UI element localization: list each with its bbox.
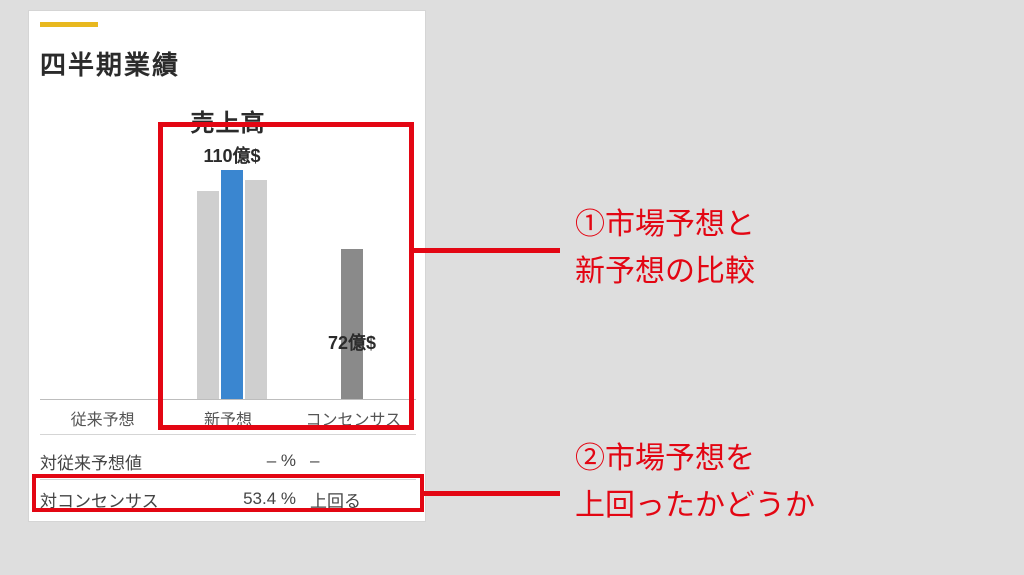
bar-value-label: 110億$ (162, 142, 302, 168)
category-label: 従来予想 (40, 400, 165, 434)
summary-value: 53.4 % (200, 489, 300, 509)
chart-title: 売上高 (40, 97, 416, 138)
bar-group-new: 110億$ (177, 170, 287, 399)
bar (341, 249, 363, 399)
bar-group-consensus: 72億$ (297, 249, 407, 399)
chart-area: 売上高 110億$72億$ 従来予想新予想コンセンサス (40, 97, 416, 435)
summary-result: – (300, 451, 380, 471)
category-labels: 従来予想新予想コンセンサス (40, 400, 416, 434)
performance-card: 四半期業績 売上高 110億$72億$ 従来予想新予想コンセンサス 対従来予想値… (28, 10, 426, 522)
annotation-2-line2: 上回ったかどうか (575, 489, 815, 522)
summary-value: – % (200, 451, 300, 471)
annotation-1-line1: ①市場予想と (575, 208, 755, 241)
summary-label: 対従来予想値 (40, 449, 200, 474)
bar (245, 180, 267, 399)
category-label: コンセンサス (291, 400, 416, 434)
annotation-2-line1: ②市場予想を (575, 442, 755, 475)
category-label: 新予想 (165, 400, 290, 434)
bar (221, 170, 243, 399)
divider (40, 479, 416, 480)
bar (197, 191, 219, 399)
annotation-1-line2: 新予想の比較 (575, 255, 755, 288)
annotation-2: ②市場予想を 上回ったかどうか (575, 436, 815, 529)
card-title: 四半期業績 (40, 45, 180, 82)
summary-row-prev: 対従来予想値 – % – (40, 443, 416, 479)
connector-line-1 (414, 248, 560, 253)
summary-row-consensus: 対コンセンサス 53.4 % 上回る (40, 481, 416, 517)
bar-value-label: 72億$ (282, 329, 422, 355)
accent-bar (40, 22, 98, 27)
connector-line-2 (424, 491, 560, 496)
summary-result: 上回る (300, 487, 380, 512)
summary-label: 対コンセンサス (40, 487, 200, 512)
chart-plot: 110億$72億$ (40, 150, 416, 400)
annotation-1: ①市場予想と 新予想の比較 (575, 202, 755, 295)
